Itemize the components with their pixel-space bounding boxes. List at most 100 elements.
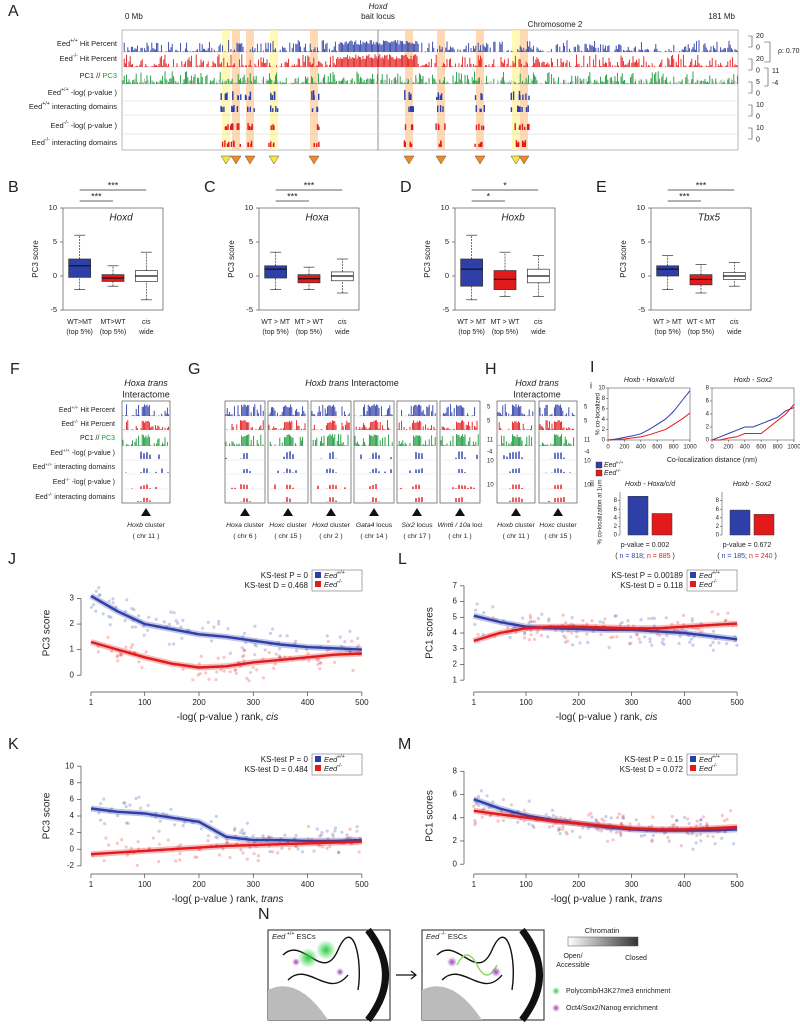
scatter-texture (240, 646, 244, 650)
scatter-texture (331, 835, 335, 839)
highlight-band (405, 30, 413, 150)
label-part: -/- (45, 137, 50, 143)
track-signal (509, 497, 523, 502)
y-tick-label: 4 (70, 811, 75, 820)
scale-label: 0 (756, 136, 760, 143)
y-tick-label: 4 (453, 813, 458, 822)
scatter-texture (501, 818, 505, 823)
locus-triangle (308, 155, 320, 165)
scale-label: 10 (487, 483, 494, 489)
scatter-texture (691, 643, 695, 647)
scatter-texture (613, 614, 617, 618)
scatter-texture (614, 614, 618, 618)
scatter-texture (181, 824, 185, 828)
label-part: ; (745, 553, 749, 560)
scatter-texture (570, 829, 575, 833)
track-signal (268, 404, 307, 416)
scatter-texture (562, 634, 566, 638)
label-part: cis (645, 712, 657, 723)
label: Tbx5 (698, 213, 721, 224)
scatter-texture (206, 620, 210, 625)
scatter-texture (98, 593, 102, 597)
label-part: Eed (50, 121, 63, 130)
scatter-texture (277, 647, 282, 651)
legend-label: Eed+/+ (699, 570, 720, 580)
x-tick-label: WT > MT (261, 319, 291, 326)
label-part: Eed (59, 407, 72, 414)
scatter-texture (472, 804, 476, 808)
label-part: -/- (616, 468, 621, 474)
scatter-texture (564, 636, 568, 640)
x-tick-label: (top 5%) (688, 329, 714, 336)
scatter-texture (482, 611, 486, 615)
label-part: Hit Percent (78, 39, 118, 48)
y-tick-label: 10 (637, 203, 645, 212)
x-tick-label: 0 (606, 445, 610, 451)
x-tick-label: 1000 (683, 445, 697, 451)
scatter-texture (650, 838, 654, 842)
y-tick-label: 2 (453, 660, 458, 669)
scatter-texture (124, 845, 128, 849)
panel-label: N (258, 906, 270, 923)
scatter-texture (123, 609, 128, 614)
y-tick-label: 4 (453, 628, 458, 637)
scatter-texture (558, 827, 562, 832)
highlight-band (520, 30, 528, 150)
track-label: PC1 // PC3 (79, 71, 117, 80)
significance: * (503, 180, 507, 190)
locus-triangle (511, 508, 521, 516)
legend-swatch (315, 581, 321, 587)
scatter-texture (563, 817, 567, 821)
scatter-texture (616, 816, 620, 820)
track-signal (398, 404, 436, 416)
track-signal (548, 484, 562, 489)
label-part: -log( p-value ) (69, 88, 118, 97)
label: Co-localization distance (nm) (667, 457, 757, 464)
legend-label: Eed-/- (604, 468, 621, 477)
scatter-texture (225, 841, 229, 845)
scatter-texture (651, 815, 655, 819)
label-part: Eed (33, 464, 46, 471)
scatter-texture (522, 632, 527, 636)
locus-triangle (268, 155, 280, 165)
track-signal (311, 420, 350, 430)
locus-triangle (230, 155, 242, 165)
scatter-texture (118, 653, 122, 657)
y-tick-label: 6 (70, 794, 75, 803)
scatter-texture (240, 828, 244, 832)
x-axis-label: -log( p-value ) rank, trans (551, 894, 663, 905)
scatter-texture (530, 620, 535, 624)
scatter-texture (140, 666, 144, 670)
scatter-texture (280, 846, 284, 850)
scatter-texture (201, 626, 205, 630)
scatter-texture (241, 635, 245, 639)
scatter-texture (720, 836, 724, 840)
scatter-texture (655, 632, 659, 636)
scatter-texture (643, 635, 647, 639)
label-part: Hit Percent (78, 421, 115, 428)
x-tick-label: 1 (472, 698, 477, 707)
scatter-texture (261, 834, 265, 838)
scatter-texture (239, 848, 243, 852)
scatter-texture (711, 834, 715, 839)
scatter-texture (276, 851, 280, 855)
scatter-texture (98, 802, 103, 806)
scatter-texture (130, 643, 134, 647)
y-tick-label: 0 (249, 271, 253, 280)
scatter-texture (729, 809, 733, 813)
locus-triangle (283, 508, 293, 516)
nuclear-envelope (519, 927, 543, 1023)
label-part: cluster (328, 522, 351, 529)
x-tick-label: 400 (678, 698, 692, 707)
scatter-texture (96, 650, 100, 654)
y-tick-label: -5 (50, 305, 57, 314)
scatter-texture (473, 823, 477, 827)
scatter-texture (676, 621, 680, 625)
scatter-texture (551, 813, 556, 818)
box (656, 265, 680, 277)
scatter-texture (256, 859, 260, 863)
label-part: Hoxb (497, 522, 513, 529)
scatter-texture (694, 824, 699, 828)
locus-chr: ( chr 14 ) (360, 533, 387, 540)
scatter-texture (333, 829, 337, 833)
